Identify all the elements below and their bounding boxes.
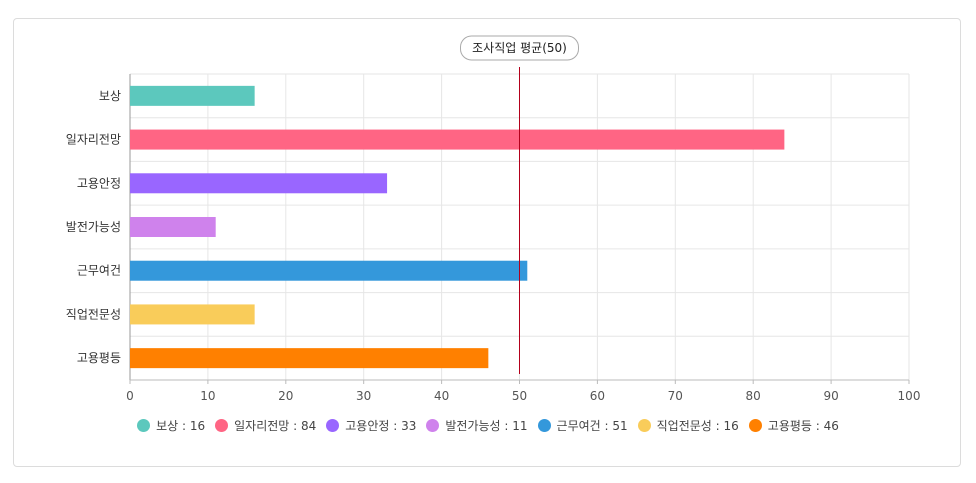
legend-item[interactable]: 근무여건 : 51 [537,417,628,434]
y-tick-label: 고용안정 [77,176,121,190]
legend-item[interactable]: 보상 : 16 [137,417,205,434]
legend-item[interactable]: 고용평등 : 46 [748,417,839,434]
legend-swatch [748,418,762,432]
x-tick-label: 100 [898,389,921,403]
y-tick-label: 보상 [99,89,121,103]
x-tick-label: 40 [434,389,449,403]
bar-1[interactable] [130,85,255,106]
x-tick-label: 90 [823,389,838,403]
x-tick-label: 50 [512,389,527,403]
bar-6[interactable] [130,304,255,325]
y-tick-label: 일자리전망 [66,133,121,147]
legend-label: 고용안정 : 33 [345,418,417,433]
legend-label: 일자리전망 : 84 [234,418,317,433]
chart-legend: 보상 : 16 일자리전망 : 84 고용안정 : 33 발전가능성 : 11 근무여건… [0,415,976,435]
legend-swatch [637,418,651,432]
x-tick-label: 10 [200,389,215,403]
y-tick-label: 직업전문성 [66,307,121,321]
legend-label: 보상 : 16 [156,418,206,433]
bar-7[interactable] [130,348,489,369]
legend-swatch [326,418,340,432]
x-tick-label: 0 [126,389,134,403]
legend-item[interactable]: 발전가능성 : 11 [426,417,528,434]
y-tick-label: 고용평등 [77,351,121,365]
bar-4[interactable] [130,217,216,237]
legend-swatch [215,418,229,432]
y-tick-label: 발전가능성 [66,220,121,234]
legend-label: 근무여건 : 51 [556,418,628,433]
x-tick-label: 80 [746,389,761,403]
bar-5[interactable] [130,260,528,281]
legend-label: 고용평등 : 46 [767,418,839,433]
legend-label: 직업전문성 : 16 [656,418,739,433]
y-tick-label: 근무여건 [77,264,121,278]
legend-item[interactable]: 일자리전망 : 84 [215,417,316,434]
legend-swatch [137,418,151,432]
legend-swatch [426,418,440,432]
legend-swatch [537,418,551,432]
average-label: 조사직업 평균(50) [472,41,567,55]
legend-label: 발전가능성 : 11 [445,418,528,433]
legend-item[interactable]: 직업전문성 : 16 [637,417,739,434]
average-label-box [460,35,579,61]
x-tick-label: 70 [668,389,683,403]
bar-3[interactable] [130,173,388,194]
x-tick-label: 60 [590,389,605,403]
legend-item[interactable]: 고용안정 : 33 [326,417,416,434]
x-tick-label: 30 [356,389,371,403]
x-tick-label: 20 [278,389,293,403]
bar-2[interactable] [130,129,785,150]
